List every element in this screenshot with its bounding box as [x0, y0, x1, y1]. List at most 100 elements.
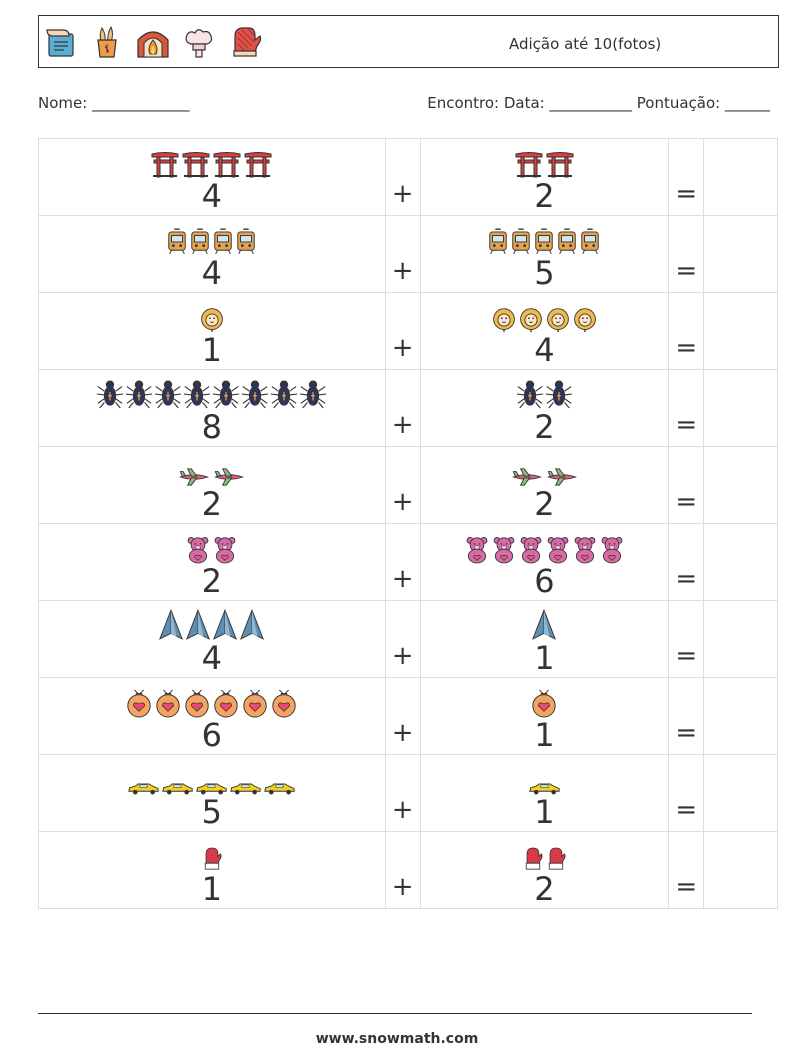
- spider-icon: [212, 378, 240, 410]
- answer-cell[interactable]: [703, 831, 778, 909]
- lion-icon: [491, 307, 517, 333]
- equals-sign: =: [668, 831, 705, 909]
- plus-sign: +: [384, 446, 421, 524]
- page-title: Adição até 10(fotos): [509, 35, 662, 53]
- clipboard-icon: [46, 29, 74, 57]
- airplane-icon: [545, 467, 579, 487]
- first-addend-cell: 8: [38, 369, 386, 447]
- lion-icon: [572, 307, 598, 333]
- equals-sign: =: [668, 215, 705, 293]
- problem-row: 1 +2 =: [38, 831, 778, 909]
- second-addend-number: 2: [534, 408, 555, 446]
- answer-cell[interactable]: [703, 523, 778, 601]
- teddy-bear-icon: [491, 536, 517, 564]
- picture-group: [185, 528, 238, 564]
- teddy-bear-icon: [518, 536, 544, 564]
- answer-cell[interactable]: [703, 369, 778, 447]
- first-addend-cell: 1: [38, 292, 386, 370]
- picture-group: [201, 836, 223, 872]
- fireplace-icon: [137, 31, 169, 58]
- answer-cell[interactable]: [703, 138, 778, 216]
- teddy-bear-icon: [599, 536, 625, 564]
- second-addend-cell: 2: [419, 831, 670, 909]
- tram-icon: [212, 228, 234, 256]
- mitten-icon: [545, 846, 567, 872]
- first-addend-cell: 2: [38, 523, 386, 601]
- first-addend-number: 1: [201, 331, 222, 369]
- taxi-car-icon: [127, 782, 160, 795]
- torii-gate-icon: [545, 149, 575, 179]
- tram-icon: [556, 228, 578, 256]
- picture-group: [199, 297, 225, 333]
- problem-row: 4 +5 =: [38, 215, 778, 293]
- problem-row: 2 +2 =: [38, 446, 778, 524]
- picture-group: [127, 759, 296, 795]
- love-potion-icon: [270, 688, 298, 718]
- equals-sign: =: [668, 523, 705, 601]
- picture-group: [96, 374, 327, 410]
- second-addend-cell: 1: [419, 754, 670, 832]
- answer-cell[interactable]: [703, 600, 778, 678]
- addition-table: 4 +2 = 4 +5 = 1 +4 = 8 +2 = 2 +2 = 2 +6 = 4 +1 = 6 +1 = 5 +1 = 1 +2 =: [38, 138, 778, 909]
- equals-sign: =: [668, 138, 705, 216]
- picture-group: [530, 682, 558, 718]
- name-field-label: Nome: _____________: [38, 94, 190, 112]
- paper-plane-icon: [158, 609, 184, 641]
- oven-mitt-icon: [233, 27, 262, 57]
- teddy-bear-icon: [185, 536, 211, 564]
- torii-gate-icon: [243, 149, 273, 179]
- bread-basket-icon: [97, 25, 117, 58]
- spider-icon: [154, 378, 182, 410]
- problem-row: 4 +1 =: [38, 600, 778, 678]
- tram-icon: [189, 228, 211, 256]
- picture-group: [528, 759, 561, 795]
- second-addend-number: 2: [534, 870, 555, 908]
- torii-gate-icon: [181, 149, 211, 179]
- problem-row: 2 +6 =: [38, 523, 778, 601]
- first-addend-cell: 1: [38, 831, 386, 909]
- love-potion-icon: [183, 688, 211, 718]
- love-potion-icon: [241, 688, 269, 718]
- equals-sign: =: [668, 600, 705, 678]
- first-addend-number: 5: [201, 793, 222, 831]
- answer-cell[interactable]: [703, 754, 778, 832]
- date-score-label: Encontro: Data: ___________ Pontuação: _…: [427, 94, 770, 112]
- picture-group: [166, 220, 257, 256]
- plus-sign: +: [384, 138, 421, 216]
- teddy-bear-icon: [212, 536, 238, 564]
- worksheet-header: Adição até 10(fotos): [38, 15, 779, 68]
- plus-sign: +: [384, 523, 421, 601]
- spider-icon: [125, 378, 153, 410]
- first-addend-number: 6: [201, 716, 222, 754]
- spider-icon: [241, 378, 269, 410]
- second-addend-cell: 2: [419, 369, 670, 447]
- taxi-car-icon: [229, 782, 262, 795]
- second-addend-cell: 2: [419, 138, 670, 216]
- plus-sign: +: [384, 215, 421, 293]
- second-addend-number: 2: [534, 177, 555, 215]
- love-potion-icon: [125, 688, 153, 718]
- love-potion-icon: [212, 688, 240, 718]
- second-addend-cell: 1: [419, 677, 670, 755]
- paper-plane-icon: [531, 609, 557, 641]
- plus-sign: +: [384, 369, 421, 447]
- picture-group: [125, 682, 298, 718]
- answer-cell[interactable]: [703, 215, 778, 293]
- first-addend-cell: 4: [38, 138, 386, 216]
- problem-row: 5 +1 =: [38, 754, 778, 832]
- answer-cell[interactable]: [703, 292, 778, 370]
- first-addend-cell: 6: [38, 677, 386, 755]
- equals-sign: =: [668, 446, 705, 524]
- footer-divider: [38, 1013, 752, 1014]
- tram-icon: [487, 228, 509, 256]
- picture-group: [491, 297, 598, 333]
- footer-url: www.snowmath.com: [315, 1031, 479, 1047]
- taxi-car-icon: [263, 782, 296, 795]
- spider-icon: [545, 378, 573, 410]
- answer-cell[interactable]: [703, 677, 778, 755]
- airplane-icon: [177, 467, 211, 487]
- answer-cell[interactable]: [703, 446, 778, 524]
- picture-group: [487, 220, 601, 256]
- plus-sign: +: [384, 677, 421, 755]
- first-addend-cell: 4: [38, 600, 386, 678]
